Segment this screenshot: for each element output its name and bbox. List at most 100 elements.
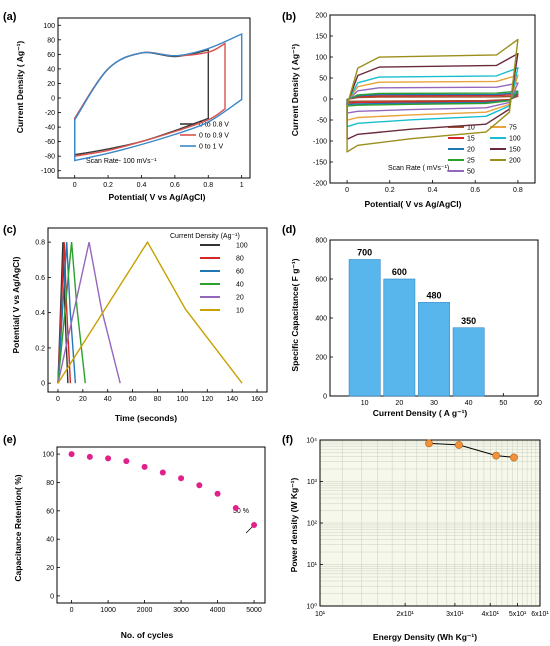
panel-c: (c) Potential( V vs Ag/AgCl) Time (secon… (3, 224, 240, 423)
panel-d-data-label-0: 700 (357, 248, 372, 258)
panel-c-xtick-label: 80 (154, 396, 162, 403)
panel-a-xtick-label: 0.4 (137, 182, 147, 189)
panel-c-xtick-label: 120 (201, 396, 213, 403)
panel-f-xtick-label: 10¹ (315, 611, 326, 618)
panel-c-legend-label-0: 100 (236, 243, 248, 250)
panel-a-ytick-label: -100 (41, 168, 55, 175)
panel-e-point-0 (68, 451, 75, 458)
panel-d-xtick-label: 40 (465, 400, 473, 407)
panel-e-point-3 (123, 458, 130, 465)
panel-a-ytick-label: 0 (51, 96, 55, 103)
panel-e-point-5 (159, 469, 166, 476)
panel-b-xtick-label: 0.6 (470, 187, 480, 194)
panel-e-xtick-label: 1000 (100, 607, 116, 614)
panel-d-ytick-label: 800 (315, 238, 327, 245)
panel-a-ytick-label: -20 (45, 110, 55, 117)
panel-a: (a) Current Density ( Ag⁻¹) Potential( V… (3, 11, 206, 202)
panel-c-series-5-curve (57, 240, 243, 384)
panel-e-ytick-label: 100 (42, 452, 54, 459)
panel-f-xlabel: Energy Density (Wh Kg⁻¹) (373, 632, 477, 642)
panel-c-legend-title: Current Density (Ag⁻¹) (170, 233, 240, 240)
panel-a-xtick-label: 1 (240, 182, 244, 189)
panel-f-xtick-label: 5x10¹ (509, 611, 527, 618)
panel-f-label: (f) (282, 434, 293, 446)
panel-b-legend-label-4: 50 (467, 169, 475, 176)
panel-e: (e) Capacitance Retention( %) No. of cyc… (3, 434, 249, 640)
panel-a-ytick-label: -60 (45, 139, 55, 146)
panel-b-ytick-label: 150 (315, 34, 327, 41)
panel-a-legend-label-2: 0 to 1 V (199, 144, 223, 151)
panel-b-series-8-curve (346, 38, 519, 153)
panel-b-ytick-label: -50 (317, 118, 327, 125)
panel-a-label: (a) (3, 11, 17, 23)
panel-c-legend-label-1: 80 (236, 256, 244, 263)
panel-a-ytick-label: 40 (47, 66, 55, 73)
panel-b-label: (b) (282, 11, 296, 23)
panel-b-ytick-label: -100 (313, 139, 327, 146)
panel-d-ylabel: Specific Capacitance( F g⁻¹) (290, 258, 300, 371)
panel-a-series-0-curve (74, 49, 209, 156)
panel-c-ytick-label: 0.8 (35, 240, 45, 247)
panel-b-frame (329, 14, 536, 184)
panel-e-point-9 (232, 504, 239, 511)
panel-a-xtick-label: 0.2 (103, 182, 113, 189)
panel-e-xtick-label: 5000 (246, 607, 262, 614)
panel-c-ylabel: Potential( V vs Ag/AgCl) (11, 256, 21, 353)
panel-f-point-3 (509, 453, 518, 462)
panel-e-point-4 (141, 463, 148, 470)
panel-e-annotation-pointer (245, 526, 253, 534)
panel-a-ytick-label: 80 (47, 37, 55, 44)
panel-f-ylabel: Power density (W Kg⁻¹) (289, 477, 299, 572)
panel-e-point-2 (105, 455, 112, 462)
panel-e-ytick-label: 0 (50, 593, 54, 600)
panel-b-legend-label-3: 25 (467, 158, 475, 165)
panel-e-xlabel: No. of cycles (121, 630, 174, 640)
panel-b-ytick-label: 100 (315, 55, 327, 62)
panel-e-ytick-label: 40 (46, 537, 54, 544)
panel-b-legend-label-7: 150 (509, 147, 521, 154)
panel-a-ylabel: Current Density ( Ag⁻¹) (15, 41, 25, 134)
panel-a-xlabel: Potential( V vs Ag/AgCl) (109, 192, 206, 202)
panel-f-ytick-label: 10³ (307, 479, 318, 486)
panel-d-ytick-label: 400 (315, 316, 327, 323)
panel-a-ytick-label: 60 (47, 52, 55, 59)
panel-d-data-label-2: 480 (426, 290, 441, 300)
panel-c-label: (c) (3, 224, 17, 236)
panel-d-bar-3 (452, 327, 485, 397)
panel-c-xtick-label: 0 (56, 396, 60, 403)
panel-c-xtick-label: 140 (226, 396, 238, 403)
panel-a-ytick-label: 100 (43, 23, 55, 30)
panel-b-series-4-curve (346, 82, 519, 114)
panel-e-label: (e) (3, 434, 17, 446)
panel-d: (d) Specific Capacitance( F g⁻¹) Current… (282, 224, 467, 418)
panel-d-xtick-label: 60 (534, 400, 542, 407)
panel-d-xtick-label: 20 (395, 400, 403, 407)
panel-f-ytick-label: 10⁴ (306, 438, 317, 445)
panel-e-ytick-label: 80 (46, 480, 54, 487)
panel-a-series-2-curve (74, 32, 243, 162)
panel-d-data-label-3: 350 (461, 316, 476, 326)
panel-c-ytick-label: 0 (41, 381, 45, 388)
panel-e-xtick-label: 0 (70, 607, 74, 614)
panel-b-ytick-label: 200 (315, 13, 327, 20)
panel-e-frame (56, 446, 266, 604)
panel-b-ytick-label: 0 (323, 97, 327, 104)
panel-d-data-label-1: 600 (392, 267, 407, 277)
panel-f-xtick-label: 3x10¹ (446, 611, 464, 618)
panel-a-ytick-label: -80 (45, 154, 55, 161)
panel-e-point-10 (251, 522, 258, 528)
panel-c-ytick-label: 0.6 (35, 275, 45, 282)
panel-c-legend-label-2: 60 (236, 269, 244, 276)
panel-e-xtick-label: 3000 (173, 607, 189, 614)
panel-c-series-1-curve (57, 242, 72, 384)
panel-c-legend-label-5: 10 (236, 308, 244, 315)
panel-d-ytick-label: 200 (315, 355, 327, 362)
panel-f-xtick-label: 4x10¹ (481, 611, 499, 618)
panel-e-ytick-label: 60 (46, 508, 54, 515)
panel-b-legend-label-6: 100 (509, 136, 521, 143)
panel-b-xlabel: Potential( V vs Ag/AgCl) (365, 199, 462, 209)
panel-f-ytick-label: 10⁰ (306, 603, 317, 611)
panel-d-bar-1 (383, 278, 416, 397)
panel-b-ytick-label: 50 (319, 76, 327, 83)
panel-d-xlabel: Current Density ( A g⁻¹) (373, 408, 468, 418)
